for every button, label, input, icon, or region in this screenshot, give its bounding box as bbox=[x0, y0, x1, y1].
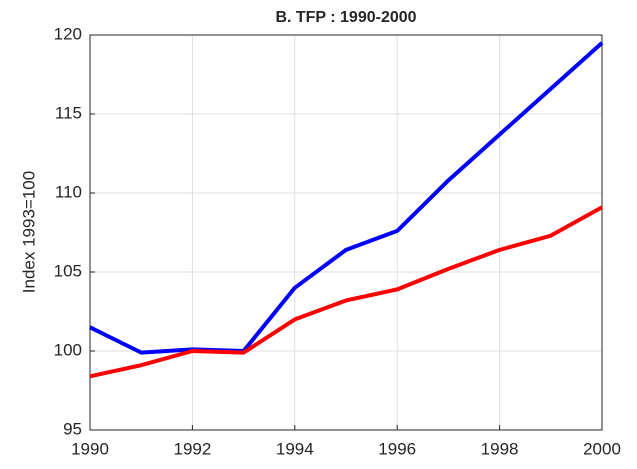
plot-frame bbox=[89, 34, 603, 431]
y-tick-label: 105 bbox=[54, 261, 82, 280]
data-line bbox=[89, 41, 604, 355]
x-tick-label: 1990 bbox=[71, 439, 109, 458]
x-tick-label: 1996 bbox=[378, 439, 416, 458]
x-tick-label: 1994 bbox=[276, 439, 314, 458]
data-line bbox=[89, 205, 603, 379]
y-tick-label: 110 bbox=[55, 182, 82, 201]
x-tick-label: 1998 bbox=[481, 439, 519, 458]
y-axis-label: Index 1993=100 bbox=[19, 171, 38, 293]
x-tick-label: 1992 bbox=[173, 439, 211, 458]
y-tick-label: 100 bbox=[54, 340, 82, 359]
y-tick-label: 120 bbox=[54, 24, 82, 43]
y-tick-label: 115 bbox=[55, 103, 82, 122]
x-tick-label: 2000 bbox=[583, 439, 621, 458]
y-tick-label: 95 bbox=[63, 419, 82, 438]
chart-title: B. TFP : 1990-2000 bbox=[275, 9, 416, 26]
